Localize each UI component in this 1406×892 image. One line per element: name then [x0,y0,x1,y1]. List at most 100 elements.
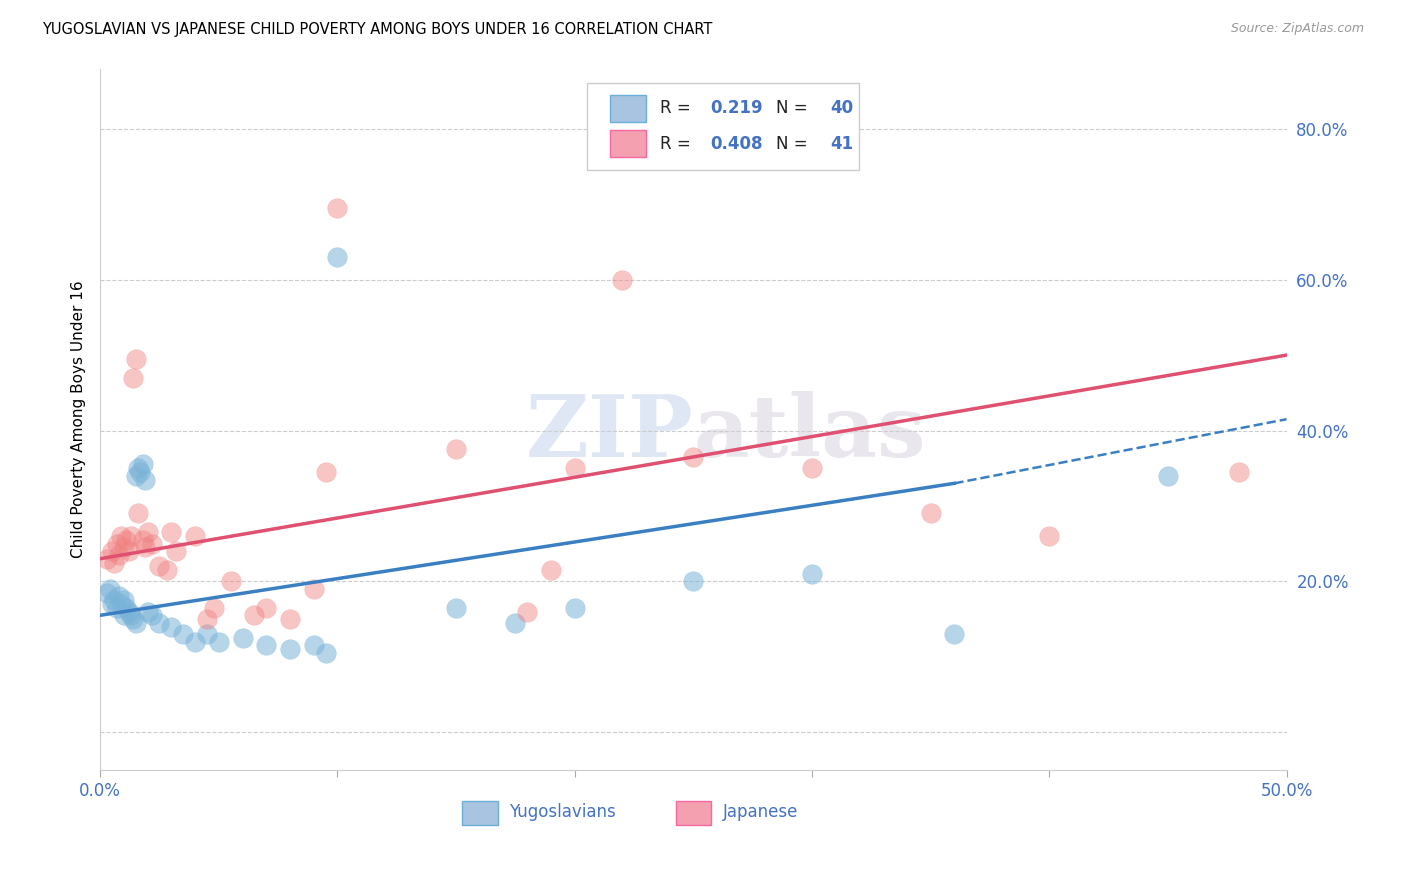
Point [105,600,128,615]
Point [112,541,135,555]
Point [108,590,131,604]
Point [148,615,170,630]
Text: Japanese: Japanese [723,803,799,821]
Point [564,600,586,615]
Point [105,536,128,550]
FancyBboxPatch shape [586,83,859,170]
Text: 41: 41 [830,135,853,153]
Text: N =: N = [776,100,813,118]
Point [129,465,152,479]
Point [117,605,139,619]
Point [564,461,586,475]
Point [202,600,225,615]
Text: 40: 40 [830,100,853,118]
Text: Source: ZipAtlas.com: Source: ZipAtlas.com [1230,22,1364,36]
FancyBboxPatch shape [610,130,645,157]
Point [125,468,148,483]
Point [103,556,125,570]
Point [132,533,155,547]
Point [141,536,163,550]
Point [540,563,562,577]
Point [243,608,266,623]
Point [612,273,634,287]
Point [112,593,135,607]
Point [302,639,325,653]
Point [125,351,148,366]
Point [141,608,163,623]
Point [120,608,142,623]
Text: atlas: atlas [693,392,927,475]
Point [115,533,138,547]
Point [115,600,138,615]
Point [1227,465,1250,479]
Text: R =: R = [661,100,696,118]
Point [148,559,170,574]
Point [208,634,231,648]
Point [122,612,145,626]
Point [98,582,121,596]
Point [278,612,301,626]
Point [172,627,194,641]
Text: 0.408: 0.408 [710,135,762,153]
Point [136,605,159,619]
Point [231,631,253,645]
Point [1157,468,1180,483]
Point [136,525,159,540]
Point [117,544,139,558]
Point [120,529,142,543]
Point [184,634,207,648]
Point [801,566,824,581]
Point [1038,529,1060,543]
FancyBboxPatch shape [610,95,645,122]
Point [682,450,704,464]
Y-axis label: Child Poverty Among Boys Under 16: Child Poverty Among Boys Under 16 [72,280,86,558]
Point [920,507,942,521]
Point [108,548,131,562]
Point [132,458,155,472]
Text: ZIP: ZIP [526,392,693,475]
Text: YUGOSLAVIAN VS JAPANESE CHILD POVERTY AMONG BOYS UNDER 16 CORRELATION CHART: YUGOSLAVIAN VS JAPANESE CHILD POVERTY AM… [42,22,713,37]
Text: R =: R = [661,135,696,153]
Point [122,370,145,384]
FancyBboxPatch shape [675,802,711,824]
Point [103,593,125,607]
Point [127,507,149,521]
Point [516,605,538,619]
Point [110,529,132,543]
Point [254,639,277,653]
Point [302,582,325,596]
Point [155,563,177,577]
Point [184,529,207,543]
FancyBboxPatch shape [463,802,498,824]
Point [96,585,118,599]
Point [505,615,527,630]
Point [195,612,218,626]
Point [195,627,218,641]
Point [219,574,242,589]
Point [165,544,187,558]
Point [134,541,156,555]
Point [127,461,149,475]
Text: N =: N = [776,135,813,153]
Point [315,465,337,479]
Point [101,544,124,558]
Point [254,600,277,615]
Text: 0.219: 0.219 [710,100,762,118]
Point [943,627,966,641]
Point [315,646,337,660]
Point [444,600,467,615]
Point [444,442,467,457]
Point [278,642,301,657]
Point [682,574,704,589]
Point [326,250,349,264]
Point [112,608,135,623]
Point [160,525,183,540]
Point [110,597,132,611]
Point [101,597,124,611]
Point [134,473,156,487]
Point [801,461,824,475]
Point [160,619,183,633]
Point [326,201,349,215]
Point [125,615,148,630]
Point [96,551,118,566]
